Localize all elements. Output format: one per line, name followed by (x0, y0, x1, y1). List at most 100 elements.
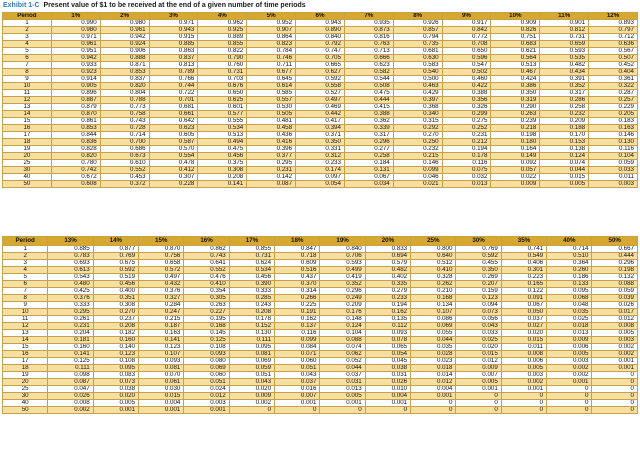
pv-factor-cell: 0.675 (92, 259, 140, 267)
period-cell: 17 (1, 357, 49, 365)
pv-factor-cell: 0.478 (148, 159, 199, 167)
pv-factor-cell: 0.301 (500, 266, 548, 274)
pv-factor-cell: 0.406 (500, 259, 548, 267)
pv-factor-cell: 0.377 (246, 152, 297, 160)
pv-factor-cell: 0.111 (47, 364, 94, 372)
pv-factor-cell: 0.215 (392, 152, 443, 160)
pv-factor-cell: 0 (274, 406, 321, 414)
pv-factor-cell: 0.362 (343, 117, 394, 125)
table-row: 2 0.980 0.961 0.943 0.925 0.907 0.890 0.873 0.85… (2, 26, 638, 34)
pv-factor-cell: 0.444 (343, 96, 394, 104)
pv-factor-cell: 0.037 (319, 371, 366, 379)
table-row: 6 0.942 0.888 0.837 0.790 0.746 0.705 0.666 0.63… (2, 54, 638, 62)
pv-factor-cell: 0.001 (546, 378, 593, 386)
pv-factor-cell: 0 (546, 399, 593, 407)
pv-factor-cell: 0.317 (343, 131, 394, 139)
period-cell: 4 (1, 266, 49, 274)
pv-factor-cell: 0.516 (274, 266, 321, 274)
period-cell: 6 (2, 54, 52, 62)
pv-factor-cell: 0.980 (50, 26, 101, 34)
pv-factor-cell: 0.047 (47, 385, 94, 393)
pv-factor-cell: 0.434 (539, 68, 590, 76)
pv-factor-cell: 0.642 (148, 117, 199, 125)
pv-factor-cell: 0.962 (197, 19, 248, 27)
period-cell: 19 (2, 145, 52, 153)
pv-factor-cell: 0.400 (92, 287, 140, 295)
pv-factor-cell: 0.905 (50, 82, 101, 90)
pv-factor-cell: 0.002 (591, 350, 638, 358)
pv-factor-cell: 0.667 (591, 245, 638, 253)
pv-factor-cell: 0.623 (343, 61, 394, 69)
pv-factor-cell: 0.410 (183, 280, 230, 288)
pv-factor-cell: 0.458 (246, 124, 297, 132)
pv-factor-cell: 0.317 (539, 89, 590, 97)
pv-factor-cell: 0.361 (588, 75, 638, 83)
pv-factor-cell: 0.002 (228, 399, 276, 407)
pv-factor-cell: 0.261 (47, 315, 94, 323)
pv-factor-cell: 0.613 (47, 266, 94, 274)
pv-factor-cell: 0.009 (546, 336, 593, 344)
pv-factor-cell: 0.050 (500, 308, 548, 316)
pv-factor-cell: 0.412 (148, 166, 199, 174)
pv-factor-cell: 0.481 (246, 117, 297, 125)
pv-factor-cell: 0.893 (588, 19, 638, 27)
pv-factor-cell: 0 (546, 385, 593, 393)
pv-factor-cell: 0.081 (228, 350, 276, 358)
pv-factor-cell: 0 (500, 392, 548, 400)
period-cell: 19 (1, 371, 49, 379)
pv-factor-cell: 0.270 (92, 308, 140, 316)
table-row: 17 0.844 0.714 0.605 0.513 0.436 0.371 0.317 0.2… (2, 131, 638, 139)
pv-factor-cell: 0.505 (246, 110, 297, 118)
pv-factor-cell: 0.180 (490, 138, 541, 146)
pv-factor-cell: 0.513 (490, 61, 541, 69)
pv-factor-cell: 0.001 (591, 357, 638, 365)
pv-factor-cell: 0.020 (500, 329, 548, 337)
pv-factor-cell: 0.784 (246, 47, 297, 55)
rate-column-header: 14% (92, 236, 140, 246)
pv-factor-cell: 0.112 (364, 322, 412, 330)
pv-factor-cell: 0.162 (274, 315, 321, 323)
pv-factor-cell: 0.842 (441, 26, 492, 34)
pv-factor-cell: 0.352 (319, 280, 366, 288)
pv-factor-cell: 0.769 (455, 245, 502, 253)
present-value-table-2: Period 13% 14% 15% 16% 17% 18% 19% 20% 25% 30% 35% 4… (1, 236, 638, 414)
rate-column-header: 6% (295, 12, 345, 20)
pv-factor-cell: 0.319 (490, 96, 541, 104)
table-header-row: Period 1% 2% 3% 4% 5% 6% 7% 8% 9% 10% 11% 12% (2, 12, 638, 20)
pv-factor-cell: 0 (591, 406, 638, 414)
pv-factor-cell: 0.044 (539, 166, 590, 174)
pv-factor-cell: 0.760 (197, 61, 248, 69)
pv-factor-cell: 0.722 (148, 89, 199, 97)
pv-factor-cell: 0.210 (410, 287, 457, 295)
period-cell: 9 (2, 75, 52, 83)
pv-factor-cell: 0.184 (343, 159, 394, 167)
rate-column-header: 12% (588, 12, 638, 20)
pv-factor-cell: 0.513 (197, 131, 248, 139)
period-cell: 4 (2, 40, 52, 48)
pv-factor-cell: 0.314 (274, 287, 321, 295)
pv-factor-cell: 0.163 (138, 329, 185, 337)
pv-factor-cell: 0.020 (455, 343, 502, 351)
pv-factor-cell: 0.502 (441, 68, 492, 76)
pv-factor-cell: 0.693 (47, 259, 94, 267)
pv-factor-cell: 0.043 (455, 322, 502, 330)
pv-factor-cell: 0.075 (441, 166, 492, 174)
pv-factor-cell: 0.746 (246, 54, 297, 62)
pv-factor-cell: 0.270 (392, 131, 443, 139)
pv-factor-cell: 0.020 (228, 385, 276, 393)
pv-factor-cell: 0.212 (441, 138, 492, 146)
pv-factor-cell: 0.009 (455, 364, 502, 372)
pv-factor-cell: 0.263 (183, 301, 230, 309)
rate-column-header: 17% (228, 236, 276, 246)
pv-factor-cell: 0.543 (47, 273, 94, 281)
pv-factor-cell: 0.262 (410, 280, 457, 288)
pv-factor-cell: 0.093 (138, 357, 185, 365)
pv-factor-cell: 0.494 (197, 138, 248, 146)
pv-factor-cell: 0.467 (490, 68, 541, 76)
pv-factor-cell: 0.044 (410, 336, 457, 344)
pv-factor-cell: 0.007 (455, 371, 502, 379)
pv-factor-cell: 0.015 (539, 173, 590, 181)
pv-factor-cell: 0.333 (47, 301, 94, 309)
pv-factor-cell: 0.840 (319, 245, 366, 253)
pv-factor-cell: 0.792 (295, 40, 345, 48)
